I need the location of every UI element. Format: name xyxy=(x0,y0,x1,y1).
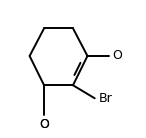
Text: O: O xyxy=(39,118,49,131)
Text: O: O xyxy=(112,50,122,63)
Text: O: O xyxy=(39,118,49,131)
Text: O: O xyxy=(39,118,49,131)
Text: Br: Br xyxy=(99,92,113,105)
